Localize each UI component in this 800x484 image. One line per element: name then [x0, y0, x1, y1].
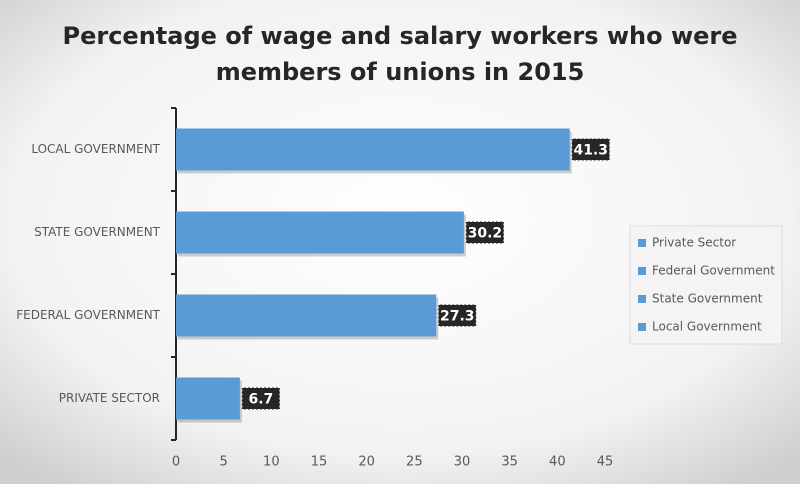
legend-label: Local Government	[652, 320, 762, 334]
chart-title: members of unions in 2015	[216, 58, 585, 86]
bar	[176, 128, 570, 171]
data-label-box	[437, 304, 477, 327]
data-label-box	[241, 387, 281, 410]
x-tick-label: 25	[406, 455, 423, 470]
x-tick-label: 45	[597, 455, 614, 470]
legend-label: Federal Government	[652, 264, 775, 278]
y-tick-label: PRIVATE SECTOR	[59, 391, 160, 405]
legend-label: State Government	[652, 292, 763, 306]
bar	[176, 211, 464, 254]
bar	[176, 294, 437, 337]
x-tick-label: 30	[454, 455, 471, 470]
legend-swatch	[638, 239, 646, 247]
x-tick-label: 40	[549, 455, 566, 470]
bar	[176, 377, 240, 420]
legend-swatch	[638, 323, 646, 331]
y-tick-label: STATE GOVERNMENT	[34, 225, 161, 239]
x-tick-label: 5	[220, 455, 228, 470]
data-label: 6.7	[248, 392, 273, 408]
data-label: 41.3	[573, 143, 608, 159]
data-label-box	[465, 221, 505, 244]
chart-title: Percentage of wage and salary workers wh…	[62, 22, 737, 50]
legend-label: Private Sector	[652, 236, 736, 250]
data-label: 30.2	[468, 226, 503, 242]
x-tick-label: 0	[172, 455, 180, 470]
legend-swatch	[638, 295, 646, 303]
x-tick-label: 10	[263, 455, 280, 470]
y-tick-label: FEDERAL GOVERNMENT	[16, 308, 160, 322]
x-tick-label: 15	[311, 455, 328, 470]
x-tick-label: 35	[501, 455, 518, 470]
y-tick-label: LOCAL GOVERNMENT	[31, 142, 160, 156]
x-tick-label: 20	[358, 455, 375, 470]
legend	[629, 225, 783, 345]
data-label: 27.3	[440, 309, 475, 325]
data-label-box	[571, 138, 611, 161]
legend-swatch	[638, 267, 646, 275]
